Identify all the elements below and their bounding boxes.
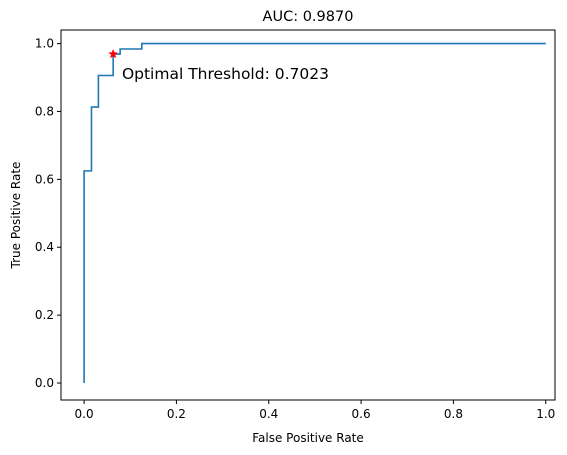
marker-layer (108, 48, 119, 59)
plot-frame (60, 29, 556, 401)
x-tick-label: 0.8 (444, 407, 463, 421)
x-tick-label: 0.2 (167, 407, 186, 421)
y-tick-label: 0.0 (35, 376, 54, 390)
y-tick-label: 0.6 (35, 172, 54, 186)
chart-title: AUC: 0.9870 (263, 9, 354, 25)
roc-curve-line (83, 42, 546, 384)
x-tick-label: 1.0 (536, 407, 555, 421)
y-tick-label: 0.8 (35, 104, 54, 118)
x-axis-title: False Positive Rate (252, 431, 364, 445)
x-axis-ticks: 0.0 0.2 0.4 0.6 0.8 1.0 (75, 400, 555, 421)
x-tick-label: 0.6 (352, 407, 371, 421)
series-layer (83, 42, 546, 384)
y-tick-label: 0.2 (35, 308, 54, 322)
y-tick-label: 0.4 (35, 240, 54, 254)
y-axis-title: True Positive Rate (9, 162, 23, 270)
x-tick-label: 0.4 (259, 407, 278, 421)
y-axis-ticks: 0.0 0.2 0.4 0.6 0.8 1.0 (35, 37, 61, 390)
optimal-point-marker (108, 48, 119, 59)
plot-area (60, 29, 556, 401)
optimal-threshold-annotation: Optimal Threshold: 0.7023 (122, 65, 329, 83)
y-tick-label: 1.0 (35, 37, 54, 51)
x-tick-label: 0.0 (75, 407, 94, 421)
